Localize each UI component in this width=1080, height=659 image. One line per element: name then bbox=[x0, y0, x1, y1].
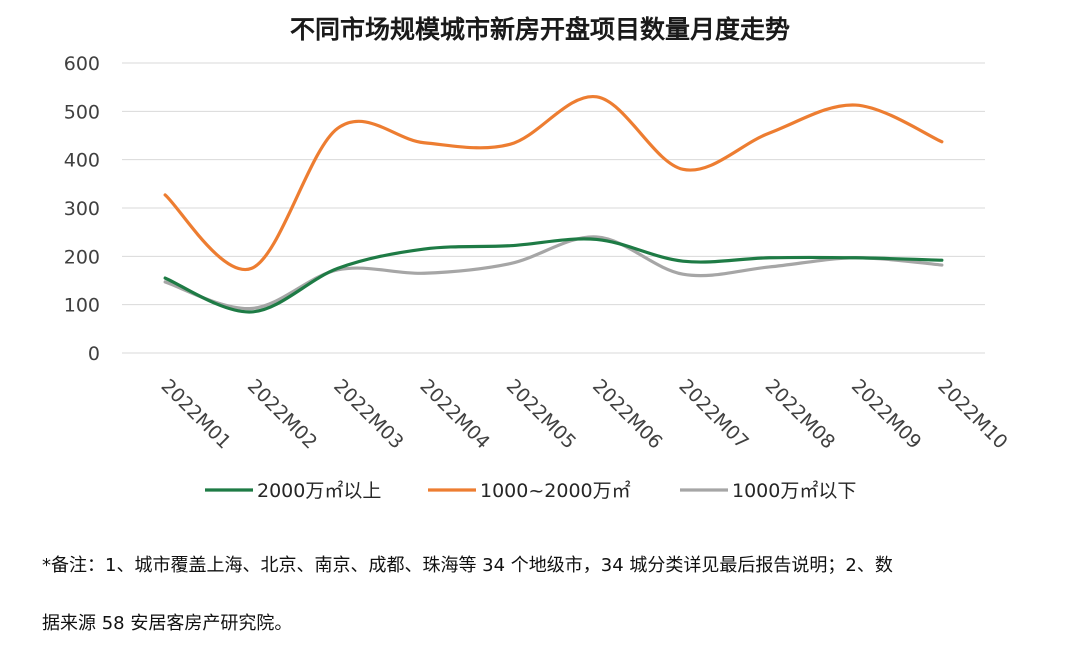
y-tick-label: 0 bbox=[88, 343, 100, 365]
y-tick-label: 500 bbox=[64, 101, 100, 123]
y-tick-label: 400 bbox=[64, 150, 100, 172]
x-tick-label: 2022M07 bbox=[674, 375, 752, 453]
x-tick-label: 2022M06 bbox=[588, 375, 666, 453]
series-lines bbox=[163, 95, 944, 314]
footnote-line-1: *备注：1、城市覆盖上海、北京、南京、成都、珠海等 34 个地级市，34 城分类… bbox=[42, 555, 893, 576]
x-tick-label: 2022M02 bbox=[243, 375, 321, 453]
footnote-line-2: 据来源 58 安居客房产研究院。 bbox=[42, 613, 293, 634]
x-tick-label: 2022M08 bbox=[761, 375, 839, 453]
series-line-1 bbox=[163, 237, 944, 314]
chart-title: 不同市场规模城市新房开盘项目数量月度走势 bbox=[289, 15, 790, 44]
x-tick-label: 2022M09 bbox=[847, 375, 925, 453]
x-tick-label: 2022M03 bbox=[329, 375, 407, 453]
legend-label: 1000万㎡以下 bbox=[732, 479, 856, 502]
x-tick-label: 2022M05 bbox=[502, 375, 580, 453]
y-tick-label: 300 bbox=[64, 198, 100, 220]
x-tick-label: 2022M04 bbox=[416, 375, 494, 453]
y-tick-label: 200 bbox=[64, 246, 100, 268]
legend-label: 1000~2000万㎡ bbox=[480, 479, 631, 502]
legend-label: 2000万㎡以上 bbox=[257, 479, 381, 502]
legend: 2000万㎡以上 1000~2000万㎡ 1000万㎡以下 bbox=[205, 479, 856, 502]
y-tick-label: 600 bbox=[64, 53, 100, 75]
y-axis-ticks: 0 100 200 300 400 500 600 bbox=[64, 53, 100, 365]
x-axis-ticks: 2022M01 2022M02 2022M03 2022M04 2022M05 2022M… bbox=[157, 375, 1012, 453]
series-line-2 bbox=[163, 95, 944, 272]
x-tick-label: 2022M10 bbox=[933, 375, 1011, 453]
x-tick-label: 2022M01 bbox=[157, 375, 235, 453]
series-line-3 bbox=[163, 235, 944, 311]
y-tick-label: 100 bbox=[64, 295, 100, 317]
